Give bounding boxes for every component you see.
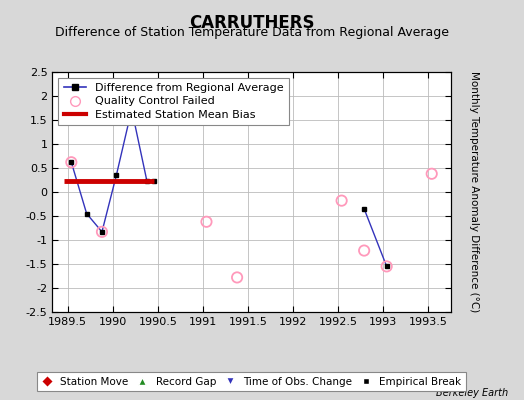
Point [383,263,391,270]
Y-axis label: Monthly Temperature Anomaly Difference (°C): Monthly Temperature Anomaly Difference (… [470,71,479,313]
Legend: Station Move, Record Gap, Time of Obs. Change, Empirical Break: Station Move, Record Gap, Time of Obs. C… [38,372,465,391]
Point [98,229,106,235]
Legend: Difference from Regional Average, Quality Control Failed, Estimated Station Mean: Difference from Regional Average, Qualit… [58,78,289,125]
Point [202,218,211,225]
Text: CARRUTHERS: CARRUTHERS [189,14,314,32]
Text: Berkeley Earth: Berkeley Earth [436,388,508,398]
Text: Difference of Station Temperature Data from Regional Average: Difference of Station Temperature Data f… [54,26,449,39]
Point [360,247,368,254]
Point [428,170,436,177]
Point [233,274,241,281]
Point [127,106,136,113]
Point [337,198,346,204]
Point [67,159,75,166]
